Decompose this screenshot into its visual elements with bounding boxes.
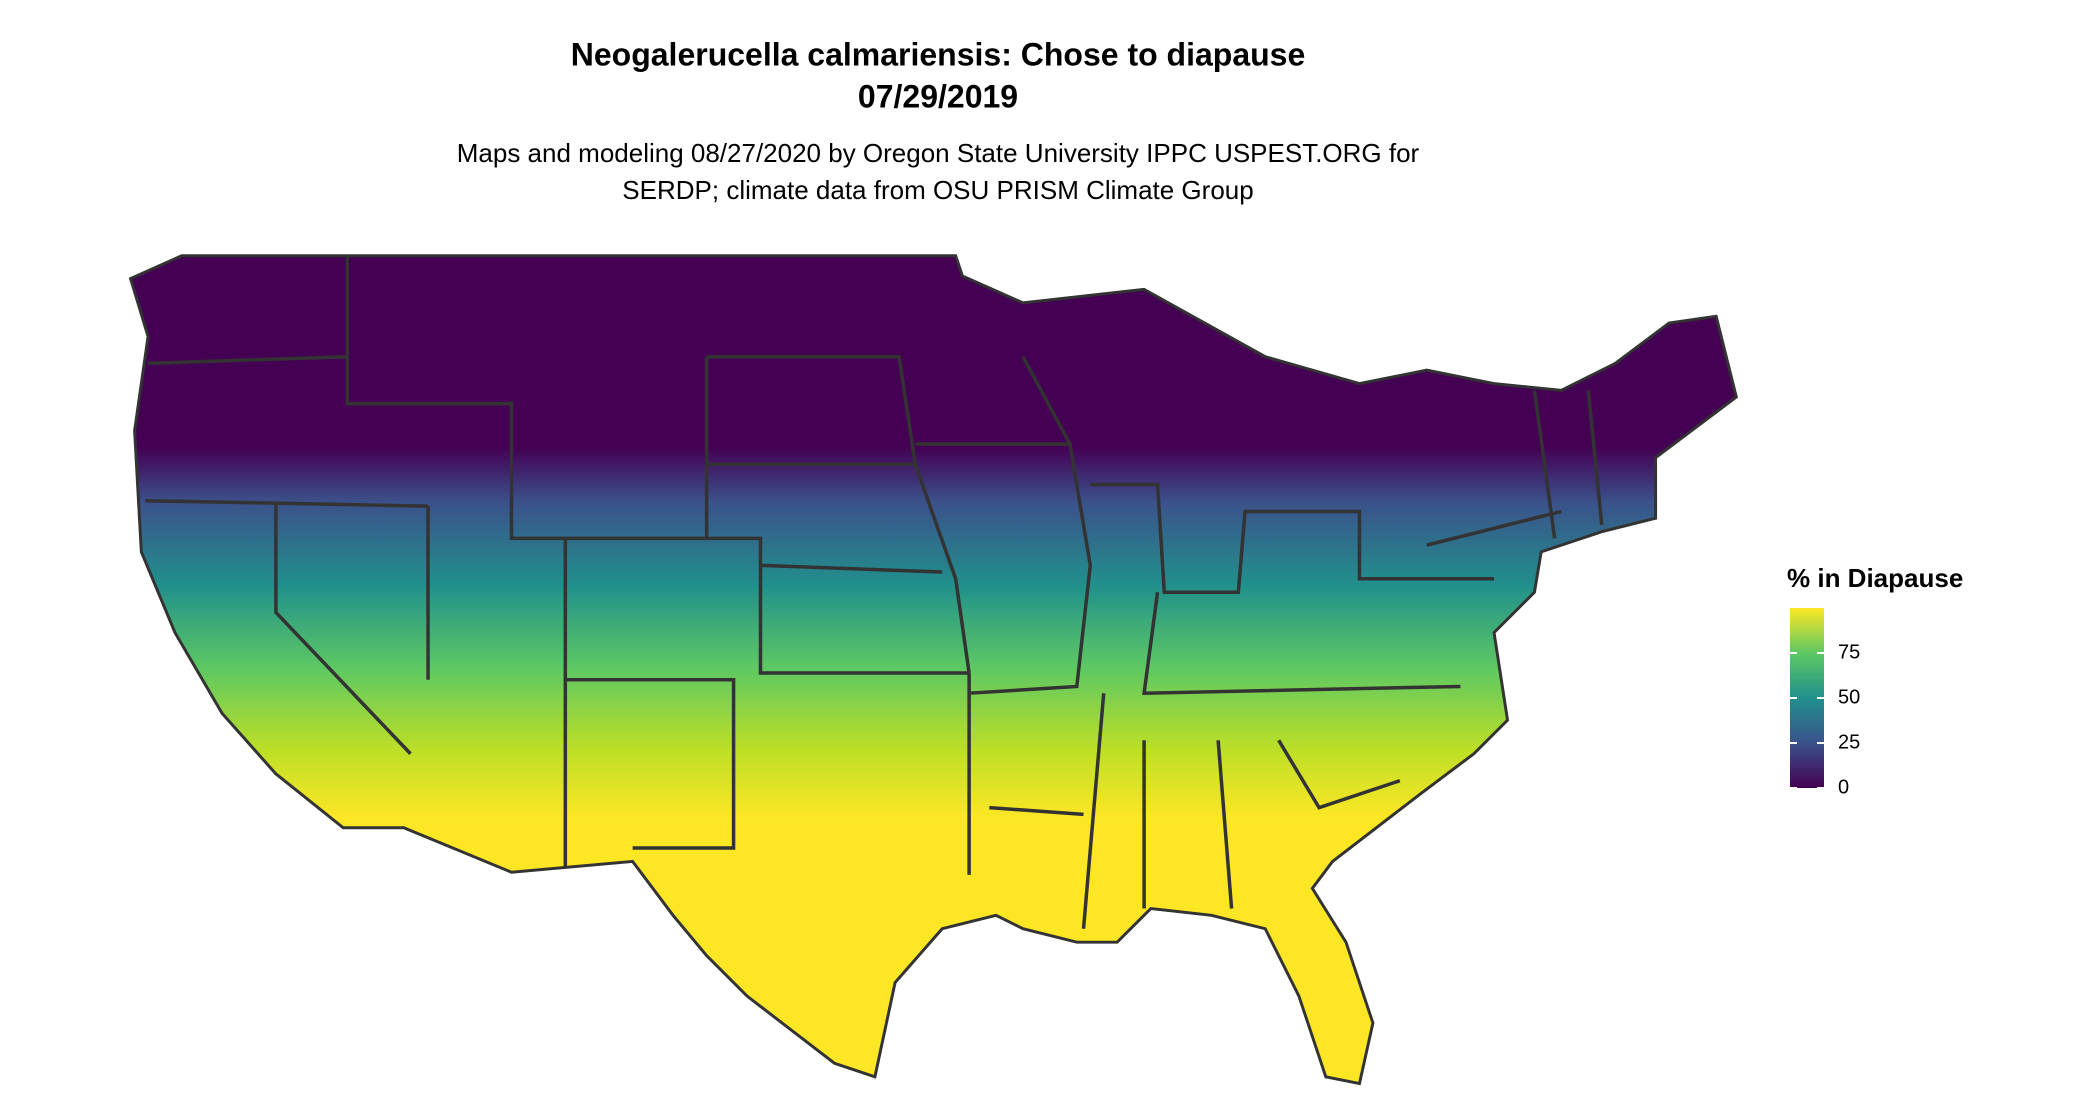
us-outline <box>128 254 1739 1086</box>
legend-title: % in Diapause <box>1787 563 1963 593</box>
legend-tick-label: 50 <box>1838 686 1860 708</box>
us-map <box>128 254 1739 1086</box>
legend-tick-label: 0 <box>1838 776 1849 798</box>
legend-tick-label: 25 <box>1838 731 1860 753</box>
title-date: 07/29/2019 <box>858 78 1018 114</box>
legend-tick-label: 75 <box>1838 641 1860 663</box>
state-borders <box>145 255 1604 929</box>
subtitle: Maps and modeling 08/27/2020 by Oregon S… <box>457 138 1420 168</box>
title: Neogalerucella calmariensis: Chose to di… <box>571 36 1306 72</box>
subtitle: SERDP; climate data from OSU PRISM Clima… <box>622 175 1253 205</box>
